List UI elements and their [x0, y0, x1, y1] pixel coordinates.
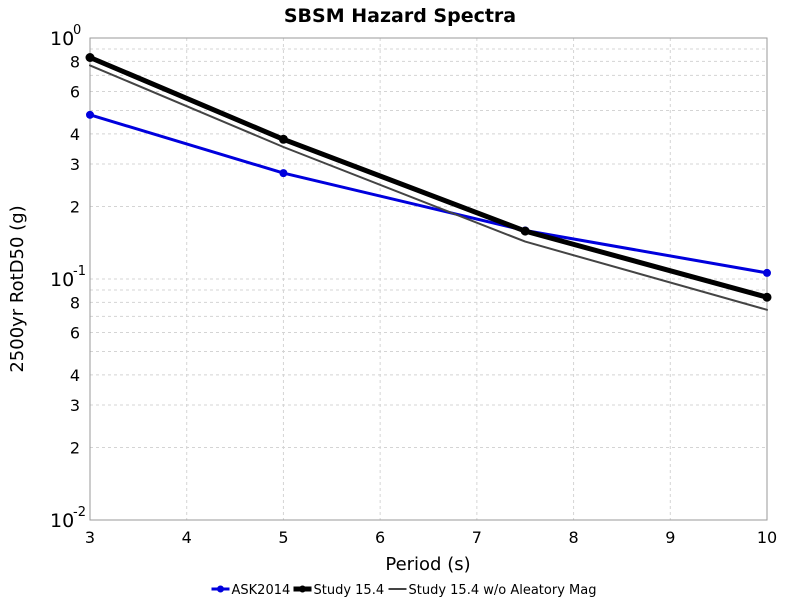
- y-decade-label-base: 10: [50, 269, 74, 291]
- y-decade-label-base: 10: [50, 510, 74, 532]
- series-2: [85, 53, 772, 302]
- x-tick-label: 9: [665, 528, 675, 547]
- y-axis-label: 2500yr RotD50 (g): [7, 205, 28, 372]
- x-tick-label: 10: [757, 528, 777, 547]
- series-line: [88, 113, 769, 275]
- y-decade-label-exponent: 0: [73, 23, 81, 38]
- y-decade-label-base: 10: [50, 28, 74, 50]
- series-line: [87, 55, 770, 300]
- y-decade-label-exponent: -1: [73, 264, 86, 279]
- legend-label: ASK2014: [232, 583, 291, 598]
- legend: ASK2014 Study 15.4 Study 15.4 w/o Aleatory…: [211, 583, 597, 598]
- y-tick-label: 4: [70, 366, 80, 385]
- x-tick-label: 7: [472, 528, 482, 547]
- data-point: [86, 110, 94, 119]
- x-tick-label: 6: [375, 528, 385, 547]
- data-point: [762, 292, 772, 302]
- data-point: [85, 53, 95, 63]
- data-point: [278, 134, 288, 144]
- data-point: [520, 226, 530, 236]
- legend-swatch-marker: [299, 585, 306, 593]
- y-decade-label-exponent: -2: [73, 505, 86, 520]
- plot-frame: [89, 37, 768, 521]
- data-point: [763, 268, 771, 277]
- series-3: [89, 64, 768, 311]
- x-tick-label: 3: [85, 528, 95, 547]
- y-tick-label: 6: [70, 323, 80, 342]
- legend-item: ASK2014: [211, 583, 291, 598]
- y-tick-label: 8: [70, 293, 80, 312]
- y-tick-label: 8: [70, 52, 80, 71]
- series-line: [89, 64, 768, 311]
- legend-item: Study 15.4 w/o Aleatory Mag: [388, 583, 597, 598]
- y-tick-label: 2: [70, 197, 80, 216]
- x-tick-label: 5: [278, 528, 288, 547]
- legend-label: Study 15.4: [314, 583, 385, 598]
- legend-label: Study 15.4 w/o Aleatory Mag: [409, 583, 597, 598]
- legend-item: Study 15.4: [293, 583, 385, 598]
- y-tick-label: 3: [70, 155, 80, 174]
- data-point: [279, 169, 288, 178]
- y-tick-label: 4: [70, 125, 80, 144]
- legend-swatch-marker: [217, 585, 224, 593]
- y-tick-label: 6: [70, 82, 80, 101]
- y-tick-label: 2: [70, 438, 80, 457]
- x-tick-label: 4: [182, 528, 192, 547]
- chart-title: SBSM Hazard Spectra: [284, 5, 516, 27]
- series-1: [86, 110, 771, 277]
- x-axis-label: Period (s): [385, 554, 470, 575]
- x-tick-label: 8: [568, 528, 578, 547]
- y-tick-label: 3: [70, 396, 80, 415]
